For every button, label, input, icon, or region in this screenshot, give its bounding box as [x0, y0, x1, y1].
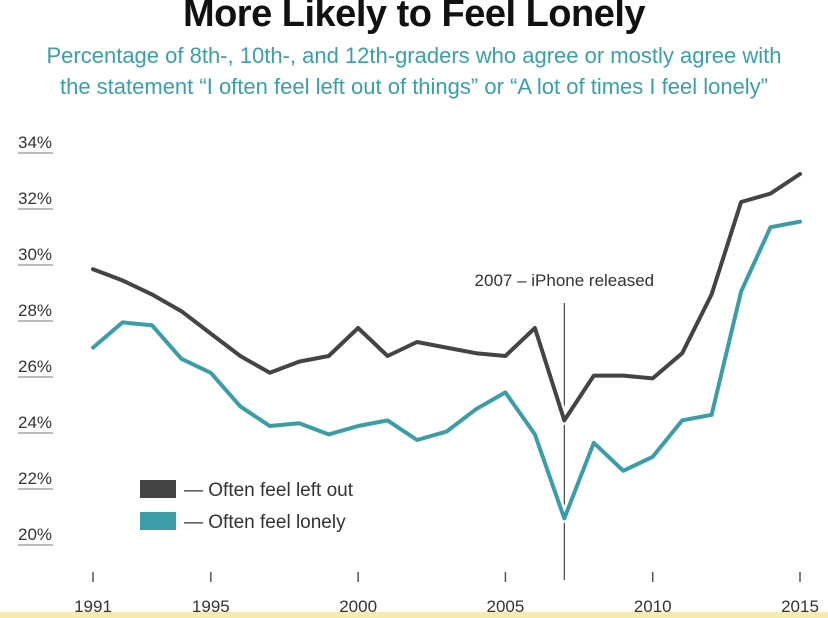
x-tick-label: 2005: [487, 597, 525, 616]
y-tick-label: 32%: [18, 189, 52, 208]
legend: — Often feel left out — Often feel lonely: [140, 480, 354, 533]
series-line-halo: [88, 169, 805, 425]
series-layer: [88, 169, 805, 523]
y-axis: 20% 22% 24% 26% 28% 30% 32% 34%: [18, 133, 53, 546]
chart-subtitle-line-2: the statement “I often feel left out of …: [59, 74, 769, 99]
y-tick-label: 22%: [18, 469, 52, 488]
x-axis: 1991 1995 2000 2005 2010 2015: [74, 572, 819, 616]
chart-subtitle-line-1: Percentage of 8th-, 10th-, and 12th-grad…: [46, 43, 782, 68]
chart-subtitle: Percentage of 8th-, 10th-, and 12th-grad…: [0, 40, 828, 102]
series-line-left-out: [91, 172, 802, 423]
legend-swatch: [140, 480, 176, 498]
chart-title: More Likely to Feel Lonely: [182, 0, 646, 35]
y-tick-label: 20%: [18, 525, 52, 544]
x-tick-label: 2000: [339, 597, 377, 616]
y-tick-label: 26%: [18, 357, 52, 376]
annotation-layer: 2007 – iPhone released: [475, 271, 655, 580]
x-tick-label: 2015: [781, 597, 819, 616]
legend-label: — Often feel lonely: [184, 512, 346, 533]
x-tick-label: 1991: [74, 597, 112, 616]
y-tick-label: 28%: [18, 301, 52, 320]
series-line-halo: [88, 217, 805, 523]
y-tick-label: 30%: [18, 245, 52, 264]
y-tick-label: 34%: [18, 133, 52, 152]
annotation-label: 2007 – iPhone released: [475, 271, 655, 290]
y-tick-label: 24%: [18, 413, 52, 432]
bottom-rule: [0, 612, 828, 618]
legend-swatch: [140, 512, 176, 530]
x-tick-label: 2010: [634, 597, 672, 616]
legend-label: — Often feel left out: [184, 480, 354, 501]
x-tick-label: 1995: [192, 597, 230, 616]
